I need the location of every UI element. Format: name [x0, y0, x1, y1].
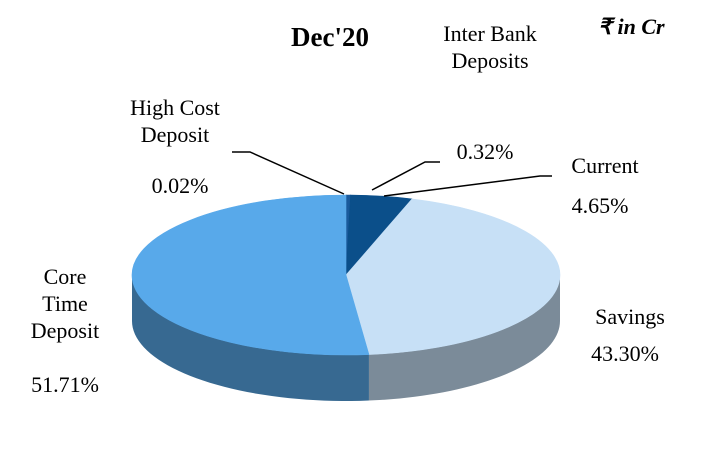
slice [131, 194, 370, 356]
leader-line [371, 161, 440, 191]
value-label: 0.32% [456, 139, 514, 164]
slice-label: High Cost Deposit [130, 95, 220, 147]
value-label: 4.65% [571, 193, 629, 218]
chart-title: Dec'20 [291, 22, 369, 52]
slice-label: Savings [595, 304, 665, 329]
unit-note: ₹ in Cr [598, 14, 665, 39]
leader-line [232, 151, 345, 195]
slice-label: Core Time Deposit [30, 264, 100, 343]
slice [345, 198, 561, 355]
slice-side [132, 275, 369, 401]
value-label: 51.71% [31, 372, 99, 397]
slice-side [368, 275, 560, 401]
value-label: 43.30% [591, 341, 659, 366]
value-label: 0.02% [151, 173, 209, 198]
leader-lines [232, 151, 552, 197]
leader-line [383, 175, 552, 197]
slice-label: Current [571, 153, 639, 178]
slice-label: Inter Bank Deposits [443, 21, 537, 73]
